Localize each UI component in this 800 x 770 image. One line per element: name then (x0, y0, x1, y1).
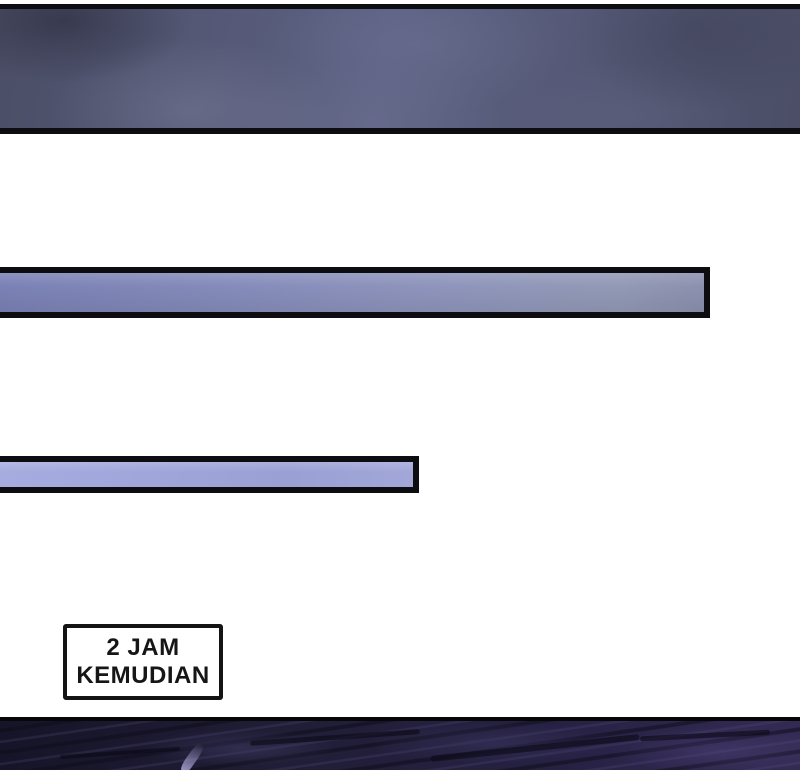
light-streak (178, 740, 208, 770)
caption-line-2: KEMUDIAN (76, 662, 210, 689)
sky-panel-artwork (0, 4, 800, 134)
brush-stroke (639, 729, 771, 742)
transition-bar-short (0, 456, 419, 493)
brush-stroke (60, 746, 180, 760)
caption-line-1: 2 JAM (106, 634, 180, 661)
brush-stroke (430, 734, 640, 762)
transition-bar-long (0, 267, 710, 318)
brush-stroke (250, 729, 420, 746)
time-skip-caption-box: 2 JAM KEMUDIAN (63, 624, 223, 700)
night-rock-panel-artwork (0, 717, 800, 770)
